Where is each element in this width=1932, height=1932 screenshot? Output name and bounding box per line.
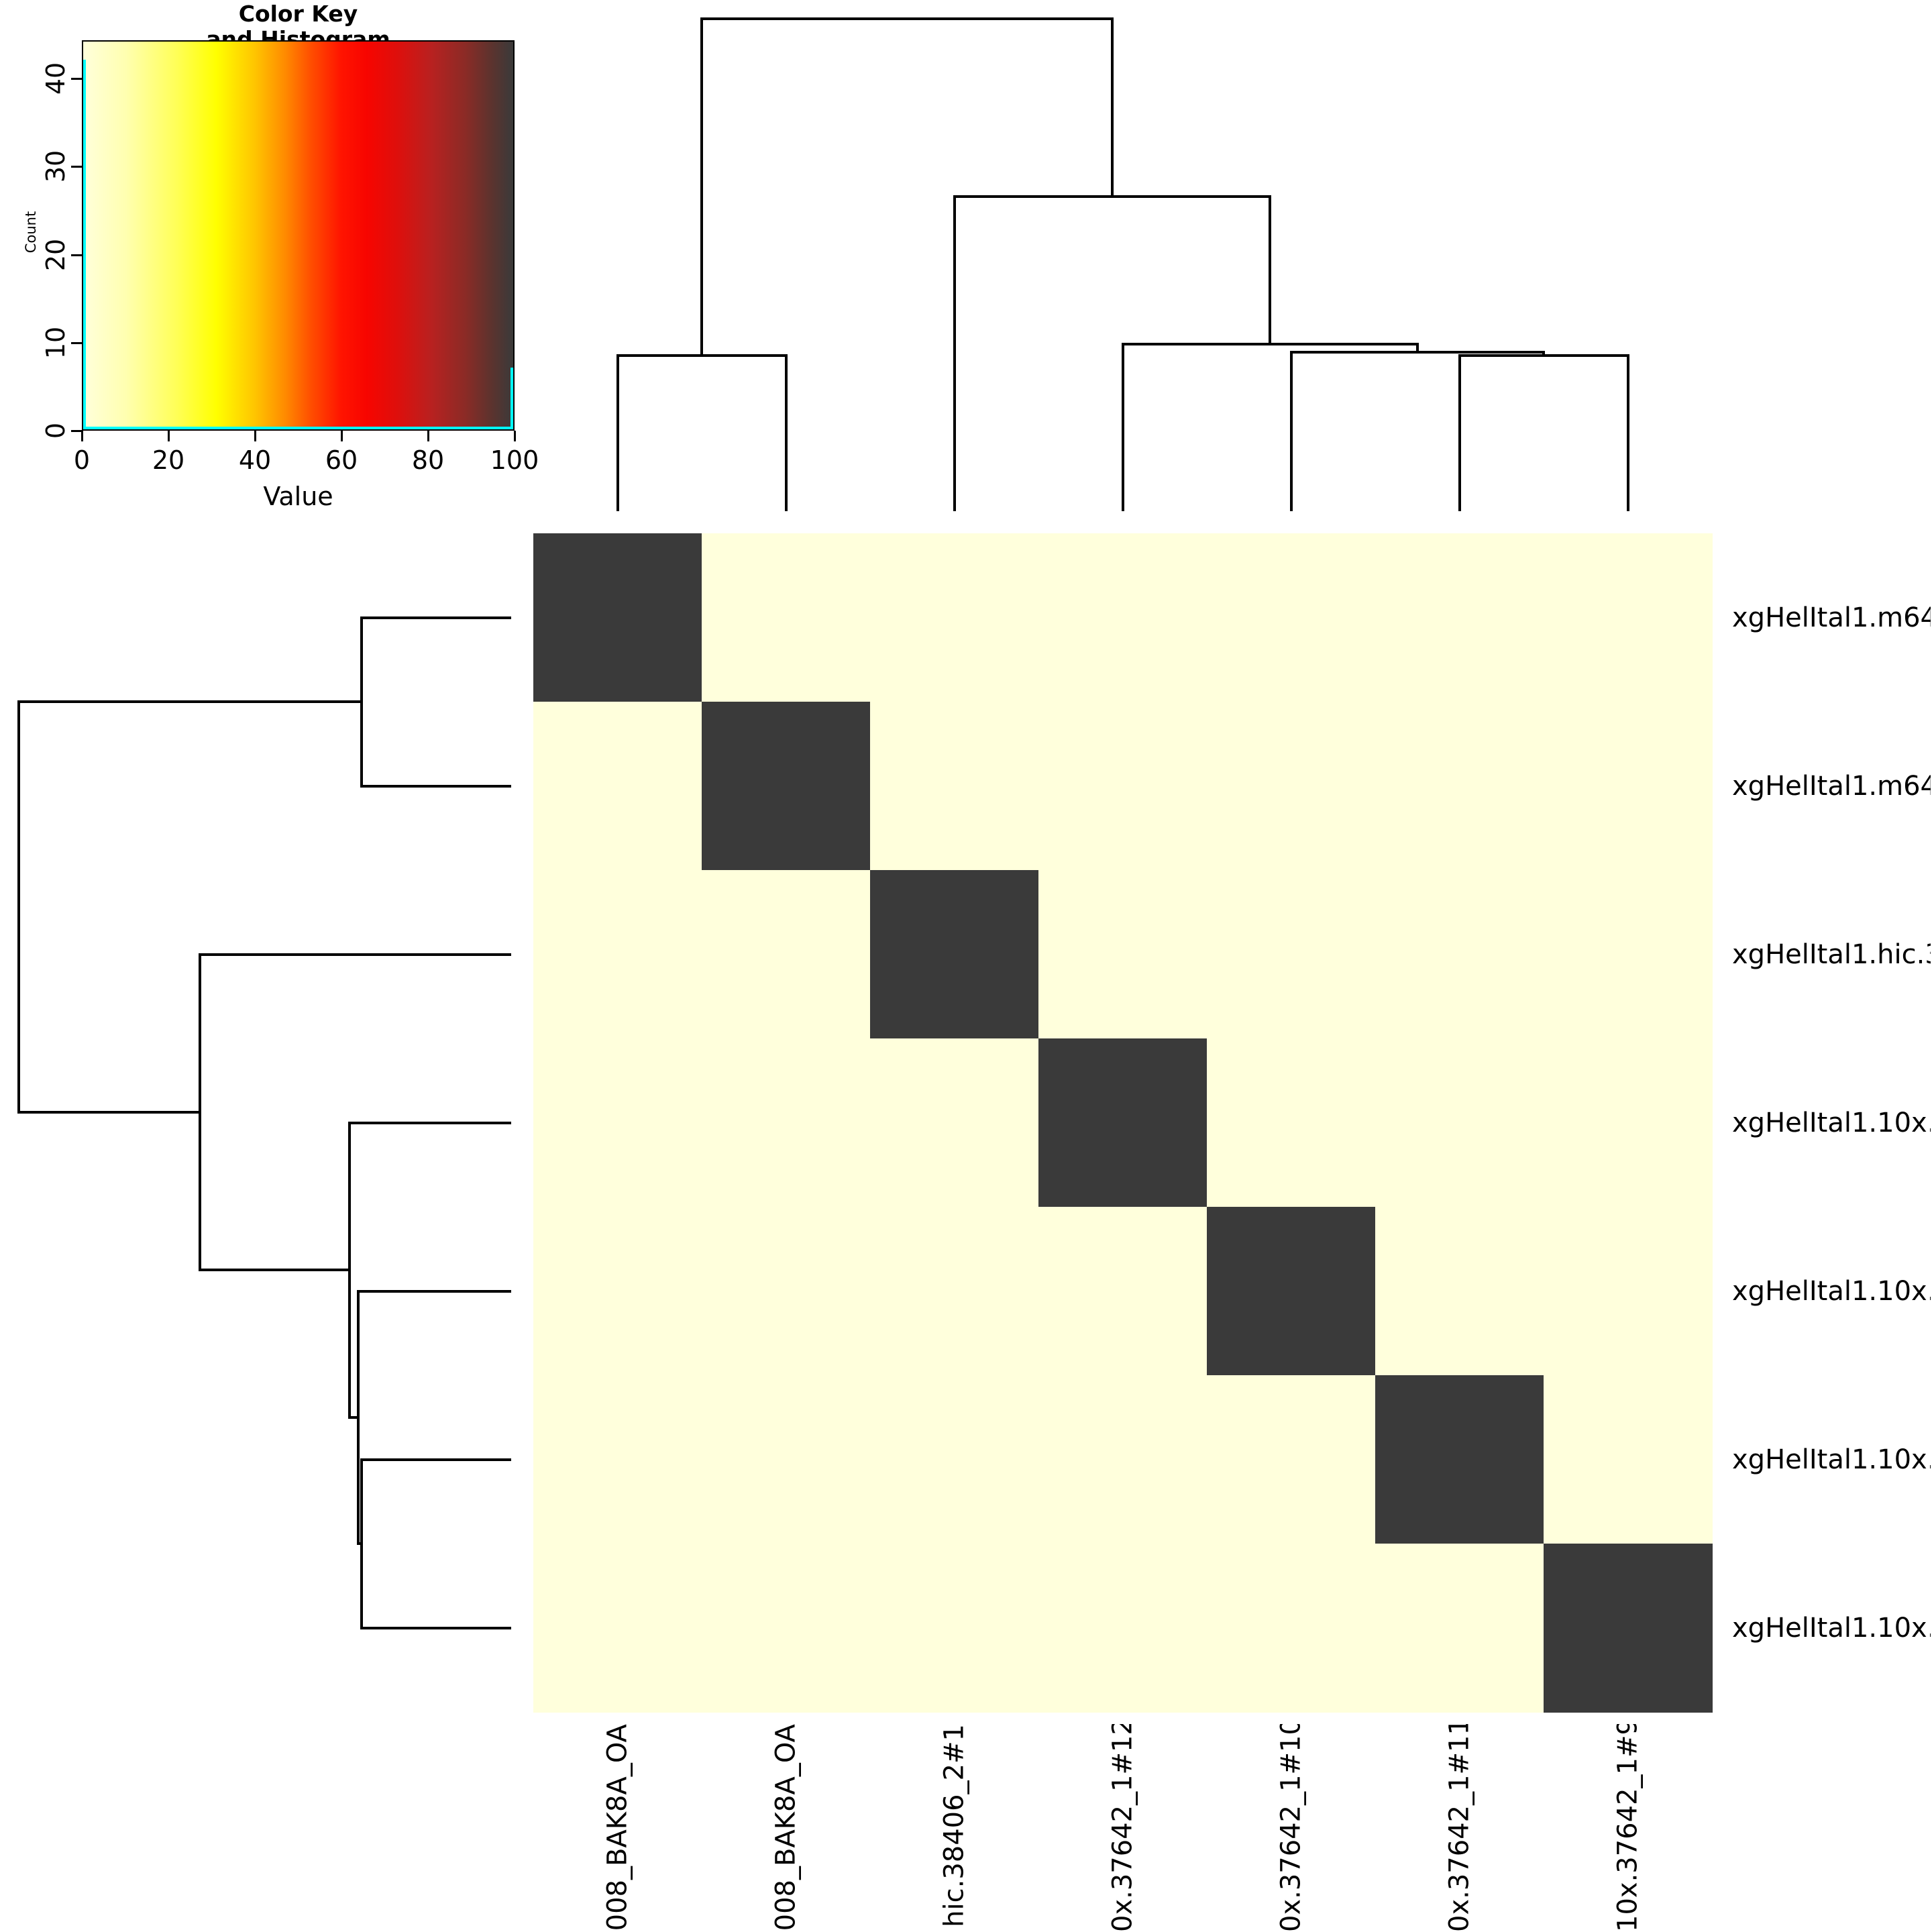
heatmap-cell (702, 1038, 871, 1208)
heatmap-cell (1544, 702, 1713, 871)
color-key-y-axis-label: Count (23, 211, 39, 254)
heatmap-cell (702, 870, 871, 1039)
heatmap-cell (1544, 533, 1713, 702)
heatmap-cell (1207, 533, 1376, 702)
heatmap-cell (1375, 1207, 1544, 1376)
heatmap-cell (533, 870, 702, 1039)
x-tick-label: 100 (490, 445, 539, 475)
y-tick-label: 30 (41, 150, 70, 183)
heatmap-cell (702, 1544, 871, 1713)
row-label: xgHelItal1.10x.3 (1732, 1275, 1931, 1307)
x-tick-mark (254, 431, 256, 441)
heatmap-cell (1544, 1038, 1713, 1208)
heatmap-cell (533, 702, 702, 871)
y-tick-mark (71, 78, 82, 80)
color-key-x-axis-label: Value (263, 482, 333, 511)
heatmap-cell (533, 1375, 702, 1544)
x-tick-label: 20 (152, 445, 185, 475)
col-label: 0x.37642_1#12 (1107, 1724, 1138, 1932)
row-label: xgHelItal1.m641 (1732, 602, 1931, 633)
heatmap-cell (702, 1375, 871, 1544)
y-tick-mark (71, 341, 82, 344)
heatmap-cell (1207, 1375, 1376, 1544)
row-label: xgHelItal1.10x.3 (1732, 1444, 1931, 1475)
y-tick-label: 10 (41, 326, 70, 359)
heatmap-cell (870, 533, 1039, 702)
heatmap-cell (870, 1038, 1039, 1208)
heatmap-cell (533, 1544, 702, 1713)
heatmap-cell (1375, 702, 1544, 871)
x-tick-label: 60 (325, 445, 358, 475)
x-tick-mark (168, 431, 170, 441)
row-label: xgHelItal1.10x.3 (1732, 1107, 1931, 1138)
row-label: xgHelItal1.10x.3 (1732, 1612, 1931, 1644)
heatmap-cell (1544, 870, 1713, 1039)
heatmap-cell (702, 1207, 871, 1376)
x-tick-mark (427, 431, 429, 441)
y-tick-mark (71, 430, 82, 432)
histogram-trace-spike (511, 368, 513, 429)
x-tick-label: 0 (73, 445, 91, 475)
heatmap-cell (1038, 1375, 1208, 1544)
heatmap-cell (1038, 1207, 1208, 1376)
heatmap-cell (1544, 1544, 1713, 1713)
col-label: hic.38406_2#1 (938, 1724, 970, 1927)
heatmap-cell (1375, 870, 1544, 1039)
color-key-title-line1: Color Key (238, 1, 358, 27)
heatmap-cell (1038, 533, 1208, 702)
heatmap-cell (1207, 1207, 1376, 1376)
histogram-trace-baseline (83, 427, 513, 429)
x-tick-mark (341, 431, 343, 441)
y-tick-label: 40 (41, 62, 70, 95)
heatmap-cell (533, 533, 702, 702)
heatmap-cell (870, 1544, 1039, 1713)
heatmap-cell (870, 1207, 1039, 1376)
y-tick-mark (71, 166, 82, 168)
col-label: 008_BAK8A_OA (602, 1724, 633, 1931)
y-tick-label: 0 (41, 422, 70, 439)
heatmap-cell (1207, 870, 1376, 1039)
x-tick-label: 80 (411, 445, 445, 475)
col-label: 008_BAK8A_OA (770, 1724, 802, 1931)
color-key-gradient (82, 40, 515, 431)
heatmap-cell (702, 533, 871, 702)
heatmap-cell (533, 1038, 702, 1208)
row-label: xgHelItal1.m642 (1732, 770, 1931, 802)
heatmap-cell (533, 1207, 702, 1376)
col-label: 0x.37642_1#11 (1444, 1724, 1475, 1932)
heatmap-cell (1544, 1375, 1713, 1544)
heatmap-cell (702, 702, 871, 871)
heatmap-cell (870, 702, 1039, 871)
y-tick-mark (71, 254, 82, 256)
x-tick-label: 40 (238, 445, 272, 475)
heatmap-cell (1375, 1375, 1544, 1544)
heatmap-cell (1375, 1544, 1544, 1713)
heatmap-cell (1038, 1544, 1208, 1713)
heatmap-cell (1207, 1544, 1376, 1713)
x-tick-mark (514, 431, 516, 441)
heatmap-cell (1207, 1038, 1376, 1208)
histogram-trace-spike (83, 60, 86, 429)
heatmap-cell (1544, 1207, 1713, 1376)
heatmap-cell (1207, 702, 1376, 871)
col-label: 10x.37642_1#9 (1612, 1724, 1644, 1932)
row-label: xgHelItal1.hic.3 (1732, 938, 1931, 970)
heatmap-cell (1375, 533, 1544, 702)
col-label: 0x.37642_1#10 (1275, 1724, 1307, 1932)
x-tick-mark (81, 431, 83, 441)
heatmap-cell (870, 870, 1039, 1039)
heatmap-cell (1038, 1038, 1208, 1208)
heatmap-cell (1038, 870, 1208, 1039)
heatmap-cell (870, 1375, 1039, 1544)
heatmap-cell (1038, 702, 1208, 871)
heatmap-cell (1375, 1038, 1544, 1208)
